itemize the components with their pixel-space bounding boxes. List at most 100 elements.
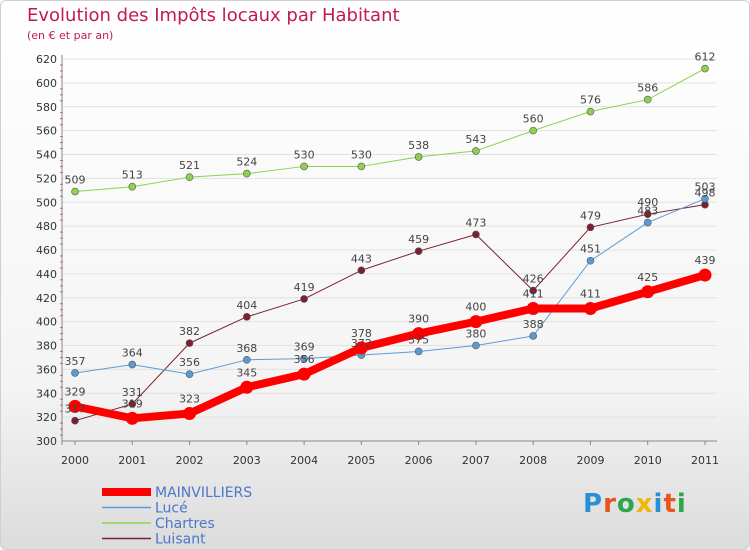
data-label-luisant: 473 [465, 216, 486, 229]
x-tick-label: 2009 [576, 454, 604, 467]
y-tick-label: 500 [36, 196, 57, 209]
data-label-mainvilliers: 411 [523, 287, 544, 300]
x-tick-label: 2008 [519, 454, 547, 467]
data-point-mainvilliers [297, 367, 311, 381]
data-label-chartres: 560 [523, 113, 544, 126]
data-point-chartres [71, 187, 79, 196]
data-label-luisant: 404 [236, 299, 257, 312]
data-point-mainvilliers [641, 285, 655, 299]
data-label-chartres: 576 [580, 94, 601, 107]
data-point-luc- [586, 256, 595, 265]
logo-letter: x [635, 489, 654, 519]
data-label-chartres: 513 [122, 169, 143, 182]
series-line-luisant [74, 204, 706, 422]
data-label-chartres: 530 [294, 148, 315, 161]
data-point-luisant [243, 313, 251, 321]
data-label-luisant: 443 [351, 252, 372, 265]
data-point-chartres [643, 95, 652, 104]
data-label-luc-: 369 [294, 341, 315, 354]
data-label-luc-: 483 [637, 205, 658, 218]
y-tick-label: 360 [36, 363, 57, 376]
data-label-mainvilliers: 329 [65, 385, 86, 398]
data-point-mainvilliers [469, 315, 483, 329]
data-label-luisant: 498 [695, 187, 716, 200]
y-tick-label: 600 [36, 77, 57, 90]
chart-subtitle: (en € et par an) [27, 29, 114, 42]
data-point-luc- [243, 356, 251, 364]
y-tick-label: 420 [36, 292, 57, 305]
data-point-mainvilliers [354, 341, 368, 355]
x-tick-label: 2003 [233, 454, 261, 467]
data-point-mainvilliers [526, 301, 540, 315]
data-label-luisant: 490 [637, 196, 658, 209]
data-label-mainvilliers: 356 [294, 353, 315, 366]
x-tick-label: 2005 [347, 454, 375, 467]
data-point-luc- [71, 369, 79, 377]
logo-letter: r [603, 489, 617, 519]
x-tick-label: 2000 [61, 454, 89, 467]
logo-letter: P [583, 489, 604, 519]
data-label-luc-: 380 [465, 328, 486, 341]
data-point-luc- [414, 347, 423, 356]
data-point-mainvilliers [125, 411, 139, 425]
data-point-luc- [701, 194, 709, 203]
data-labels: 509 513 521 524 530 530 538 543 560 576 586 612 317 3… [65, 51, 716, 416]
data-point-luisant [128, 400, 137, 408]
data-label-chartres: 521 [179, 159, 200, 172]
y-tick-label: 540 [36, 149, 57, 162]
data-label-mainvilliers: 345 [236, 366, 257, 379]
data-label-luc-: 503 [695, 181, 716, 194]
grid [62, 58, 717, 442]
y-tick-label: 460 [36, 244, 57, 257]
data-label-luc-: 451 [580, 243, 601, 256]
x-tick-label: 2002 [176, 454, 204, 467]
axes: 300 320 340 360 380 400 420 440 460 480 500 520 540 5… [36, 53, 719, 467]
data-point-chartres [357, 162, 366, 171]
data-point-luc- [472, 341, 480, 350]
data-label-mainvilliers: 390 [408, 313, 429, 326]
logo-letter: i [653, 489, 664, 519]
logo-letter: i [676, 489, 687, 519]
logo-letter: o [616, 489, 636, 519]
data-label-chartres: 543 [465, 133, 486, 146]
x-tick-label: 2011 [691, 454, 719, 467]
legend-label-chartres: Chartres [155, 516, 215, 532]
data-point-mainvilliers [183, 407, 197, 421]
data-point-luc- [128, 360, 137, 369]
legend-label-luc-: Lucé [155, 501, 188, 517]
data-point-chartres [472, 147, 480, 155]
y-tick-label: 480 [36, 220, 57, 233]
data-label-luisant: 419 [294, 281, 315, 294]
data-label-chartres: 586 [637, 82, 658, 95]
data-point-chartres [529, 126, 537, 135]
data-point-luc- [185, 370, 194, 378]
data-label-luisant: 479 [580, 209, 601, 222]
data-point-chartres [128, 182, 137, 191]
data-label-luc-: 372 [351, 337, 372, 350]
legend-label-mainvilliers: MAINVILLIERS [155, 485, 252, 501]
data-point-luisant [414, 247, 423, 255]
y-tick-label: 620 [36, 53, 57, 66]
x-tick-label: 2007 [462, 454, 490, 467]
data-label-luc-: 388 [523, 318, 544, 331]
data-label-mainvilliers: 425 [637, 271, 658, 284]
data-point-luisant [586, 223, 595, 232]
data-point-mainvilliers [698, 268, 712, 282]
data-label-luisant: 426 [523, 273, 544, 286]
chart-title: Evolution des Impôts locaux par Habitant [27, 5, 400, 26]
series-layer [68, 64, 712, 425]
x-tick-label: 2004 [290, 454, 318, 467]
data-point-luisant [643, 210, 652, 218]
data-label-luc-: 356 [179, 356, 200, 369]
data-point-chartres [586, 107, 595, 116]
data-point-mainvilliers [412, 327, 426, 341]
data-label-mainvilliers: 319 [122, 397, 143, 410]
series-line-chartres [74, 68, 706, 193]
y-tick-label: 320 [36, 411, 57, 424]
data-label-mainvilliers: 439 [695, 254, 716, 267]
data-point-luisant [472, 230, 480, 239]
data-label-luisant: 317 [65, 403, 86, 416]
data-label-luc-: 357 [65, 355, 86, 368]
data-label-luisant: 331 [122, 386, 143, 399]
